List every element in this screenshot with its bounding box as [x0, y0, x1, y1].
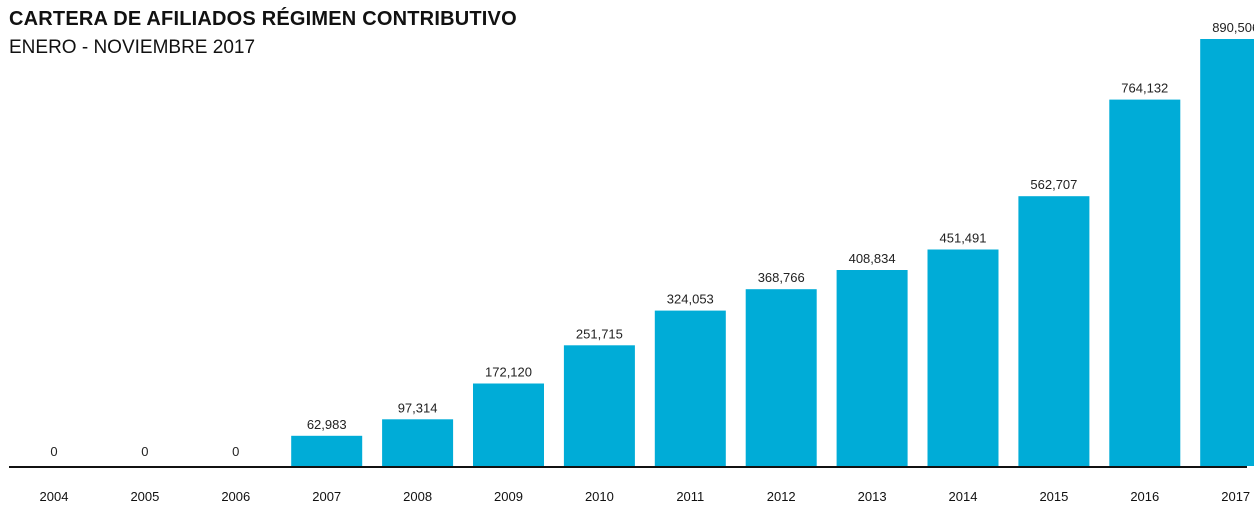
value-label-2012: 368,766: [758, 270, 805, 285]
x-tick-2004: 2004: [40, 489, 69, 504]
bar-2011: [654, 310, 726, 466]
x-tick-labels-group: 2004 2005 2006 2007 2008 2009 2010 2011 2012 2013…: [40, 489, 1251, 504]
value-labels-group: 0 0 0 62,983 97,314 172,120 251,715 324,053 368,…: [50, 20, 1254, 459]
bar-2016: [1109, 99, 1181, 466]
bar-2015: [1018, 196, 1090, 466]
x-tick-2010: 2010: [585, 489, 614, 504]
chart-title: CARTERA DE AFILIADOS RÉGIMEN CONTRIBUTIV…: [9, 8, 517, 30]
x-tick-2008: 2008: [403, 489, 432, 504]
x-tick-2005: 2005: [130, 489, 159, 504]
x-tick-2012: 2012: [767, 489, 796, 504]
value-label-2006: 0: [232, 444, 239, 459]
x-tick-2014: 2014: [949, 489, 978, 504]
value-label-2009: 172,120: [485, 365, 532, 380]
value-label-2008: 97,314: [398, 400, 438, 415]
x-tick-2006: 2006: [221, 489, 250, 504]
x-tick-2016: 2016: [1130, 489, 1159, 504]
value-label-2014: 451,491: [940, 231, 987, 246]
bar-2014: [927, 249, 999, 466]
value-label-2010: 251,715: [576, 326, 623, 341]
bars-group: [291, 39, 1254, 466]
x-tick-2015: 2015: [1039, 489, 1068, 504]
value-label-2017: 890,506: [1212, 20, 1254, 35]
x-tick-2013: 2013: [858, 489, 887, 504]
value-label-2004: 0: [50, 444, 57, 459]
bar-2008: [382, 419, 454, 466]
value-label-2016: 764,132: [1121, 81, 1168, 96]
bar-2009: [473, 383, 544, 466]
x-tick-2009: 2009: [494, 489, 523, 504]
bar-2012: [745, 289, 817, 466]
x-tick-2007: 2007: [312, 489, 341, 504]
bar-2013: [836, 270, 908, 466]
x-tick-2017: 2017: [1221, 489, 1250, 504]
bar-2017: [1200, 39, 1254, 466]
bar-2010: [563, 345, 635, 466]
chart-subtitle: ENERO - NOVIEMBRE 2017: [9, 37, 256, 58]
bar-2007: [291, 435, 363, 466]
value-label-2011: 324,053: [667, 292, 714, 307]
value-label-2005: 0: [141, 444, 148, 459]
value-label-2013: 408,834: [849, 251, 896, 266]
value-label-2015: 562,707: [1030, 177, 1077, 192]
x-tick-2011: 2011: [676, 489, 704, 504]
value-label-2007: 62,983: [307, 417, 347, 432]
